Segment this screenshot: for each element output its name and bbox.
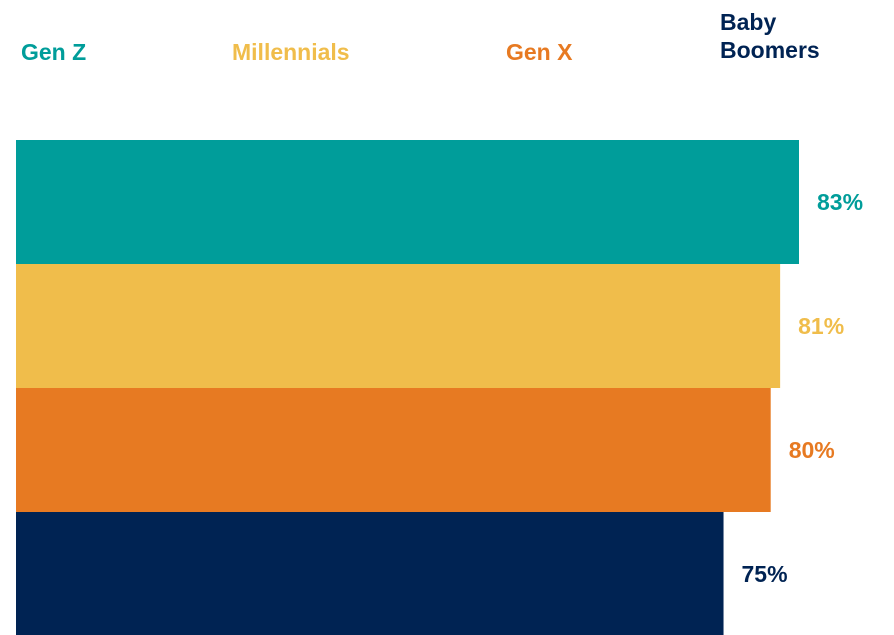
legend-item-millennials: Millennials <box>232 38 350 66</box>
legend-label-gen-z: Gen Z <box>21 39 87 65</box>
bar-millennials <box>16 264 781 388</box>
chart-legend: Gen Z Millennials Gen X Baby Boomers <box>0 8 894 70</box>
bar-gen-x <box>16 388 771 512</box>
legend-item-gen-x: Gen X <box>506 38 572 66</box>
legend-label-baby-boomers-line-2: Boomers <box>720 37 820 63</box>
legend-label-baby-boomers-line-1: Baby <box>720 9 777 35</box>
data-label-millennials: 81% <box>798 313 844 339</box>
legend-label-millennials: Millennials <box>232 39 350 65</box>
legend-label-gen-x: Gen X <box>506 39 573 65</box>
legend-item-baby-boomers: Baby Boomers <box>720 8 820 64</box>
data-label-gen-x: 80% <box>789 437 835 463</box>
bar-gen-z <box>16 140 799 264</box>
legend-item-gen-z: Gen Z <box>21 38 86 66</box>
data-label-baby-boomers: 75% <box>742 561 788 587</box>
data-label-gen-z: 83% <box>817 189 863 215</box>
bar-baby-boomers <box>16 512 724 635</box>
